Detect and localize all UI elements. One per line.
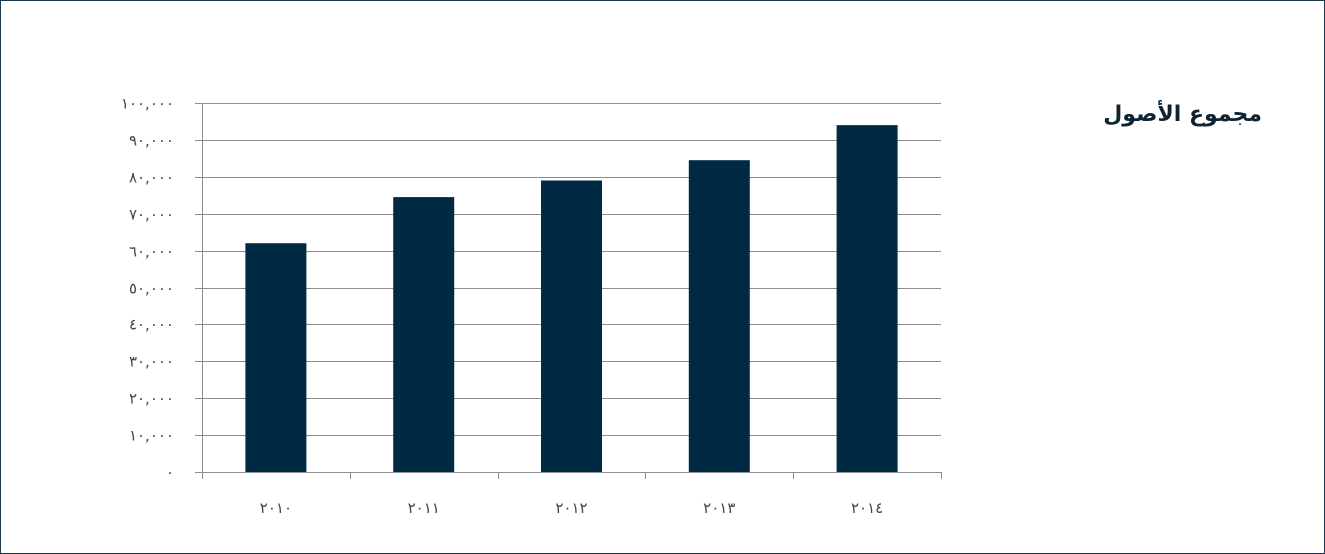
bar-2 [541, 180, 602, 473]
x-tick-label: ٢٠١٠ [260, 499, 292, 517]
bar-0 [245, 243, 307, 472]
x-tick-label: ٢٠١٤ [851, 499, 883, 517]
y-tick-label: ٣٠,٠٠٠ [129, 353, 174, 371]
y-tick-label: ١٠٠,٠٠٠ [121, 95, 174, 113]
bar-3 [688, 160, 750, 472]
y-tick-label: ٤٠,٠٠٠ [129, 316, 174, 334]
axes [195, 103, 942, 479]
y-tick-label: ٦٠,٠٠٠ [129, 243, 174, 261]
x-tick-label: ٢٠١٢ [555, 499, 587, 517]
y-tick-label: ١٠,٠٠٠ [129, 427, 174, 445]
y-tick-label: ٨٠,٠٠٠ [129, 169, 174, 187]
tick-labels: ٠ ١٠,٠٠٠ ٢٠,٠٠٠ ٣٠,٠٠٠ ٤٠,٠٠٠ ٥٠,٠٠٠ ٦٠,٠٠٠ ٧٠,… [121, 95, 883, 518]
bar-4 [836, 125, 898, 472]
y-tick-label: ٧٠,٠٠٠ [129, 206, 174, 224]
x-tick-label: ٢٠١١ [408, 499, 440, 517]
x-tick-label: ٢٠١٣ [703, 499, 735, 517]
chart-title: مجموع الأصول [1103, 102, 1262, 127]
y-tick-label: ٥٠,٠٠٠ [129, 280, 174, 298]
bars [245, 125, 898, 473]
y-tick-label: ٢٠,٠٠٠ [129, 390, 174, 408]
bar-1 [393, 197, 455, 472]
y-tick-label: ٩٠,٠٠٠ [129, 132, 174, 150]
y-tick-label: ٠ [166, 464, 174, 482]
